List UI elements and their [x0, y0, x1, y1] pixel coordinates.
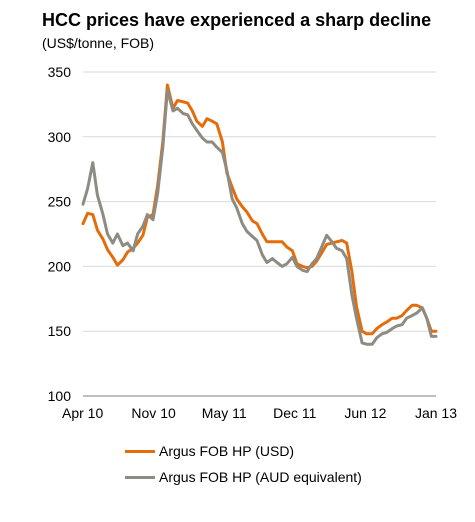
- chart-title: HCC prices have experienced a sharp decl…: [42, 10, 432, 30]
- legend-item-aud: Argus FOB HP (AUD equivalent): [125, 464, 362, 490]
- y-axis-ticks: 100 150 200 250 300 350: [48, 64, 72, 404]
- legend-swatch-usd: [125, 449, 155, 453]
- y-tick-label: 300: [48, 129, 72, 145]
- line-chart: 100 150 200 250 300 350 Apr 10 Nov 10 May 11 Dec…: [48, 64, 458, 421]
- series-line-aud: [81, 88, 438, 346]
- x-axis-ticks: Apr 10 Nov 10 May 11 Dec 11 Jun 12 Jan 13: [62, 405, 457, 421]
- x-tick-label: Jan 13: [415, 405, 457, 421]
- legend: Argus FOB HP (USD) Argus FOB HP (AUD equ…: [125, 438, 362, 490]
- chart-subtitle: (US$/tonne, FOB): [42, 35, 155, 51]
- x-tick-label: May 11: [202, 405, 247, 421]
- y-tick-label: 350: [48, 64, 72, 80]
- y-tick-label: 100: [48, 388, 72, 404]
- x-tick-label: Apr 10: [62, 405, 103, 421]
- y-tick-label: 250: [48, 194, 72, 210]
- y-tick-label: 200: [48, 258, 72, 274]
- y-tick-label: 150: [48, 323, 72, 339]
- x-tick-label: Nov 10: [131, 405, 176, 421]
- legend-label-aud: Argus FOB HP (AUD equivalent): [159, 469, 362, 485]
- gridlines: [83, 71, 436, 397]
- x-tick-label: Jun 12: [344, 405, 386, 421]
- legend-label-usd: Argus FOB HP (USD): [159, 443, 295, 459]
- legend-swatch-aud: [125, 475, 155, 479]
- series-lines: [81, 83, 438, 346]
- x-tick-label: Dec 11: [273, 405, 317, 421]
- series-line-usd: [81, 83, 438, 336]
- legend-item-usd: Argus FOB HP (USD): [125, 438, 362, 464]
